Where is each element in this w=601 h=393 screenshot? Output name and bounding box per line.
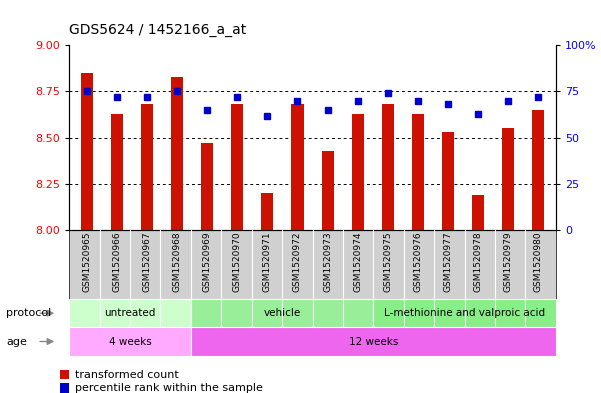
Bar xyxy=(382,105,394,230)
Bar xyxy=(261,193,273,230)
Bar xyxy=(141,105,153,230)
Bar xyxy=(472,195,484,230)
Text: L-methionine and valproic acid: L-methionine and valproic acid xyxy=(384,308,545,318)
Text: GDS5624 / 1452166_a_at: GDS5624 / 1452166_a_at xyxy=(69,23,246,37)
Bar xyxy=(231,105,243,230)
Bar xyxy=(412,114,424,230)
Bar xyxy=(532,110,544,230)
Text: age: age xyxy=(6,336,27,347)
Bar xyxy=(201,143,213,230)
Bar xyxy=(171,77,183,230)
Text: percentile rank within the sample: percentile rank within the sample xyxy=(75,383,263,393)
Text: protocol: protocol xyxy=(6,308,51,318)
Bar xyxy=(81,73,93,230)
Text: untreated: untreated xyxy=(105,308,156,318)
Text: 4 weeks: 4 weeks xyxy=(109,336,151,347)
Bar xyxy=(442,132,454,230)
Text: 12 weeks: 12 weeks xyxy=(349,336,398,347)
Bar xyxy=(291,105,304,230)
Bar xyxy=(352,114,364,230)
Text: vehicle: vehicle xyxy=(263,308,300,318)
Bar xyxy=(111,114,123,230)
Bar xyxy=(322,151,334,230)
Bar xyxy=(502,129,514,230)
Text: transformed count: transformed count xyxy=(75,369,179,380)
